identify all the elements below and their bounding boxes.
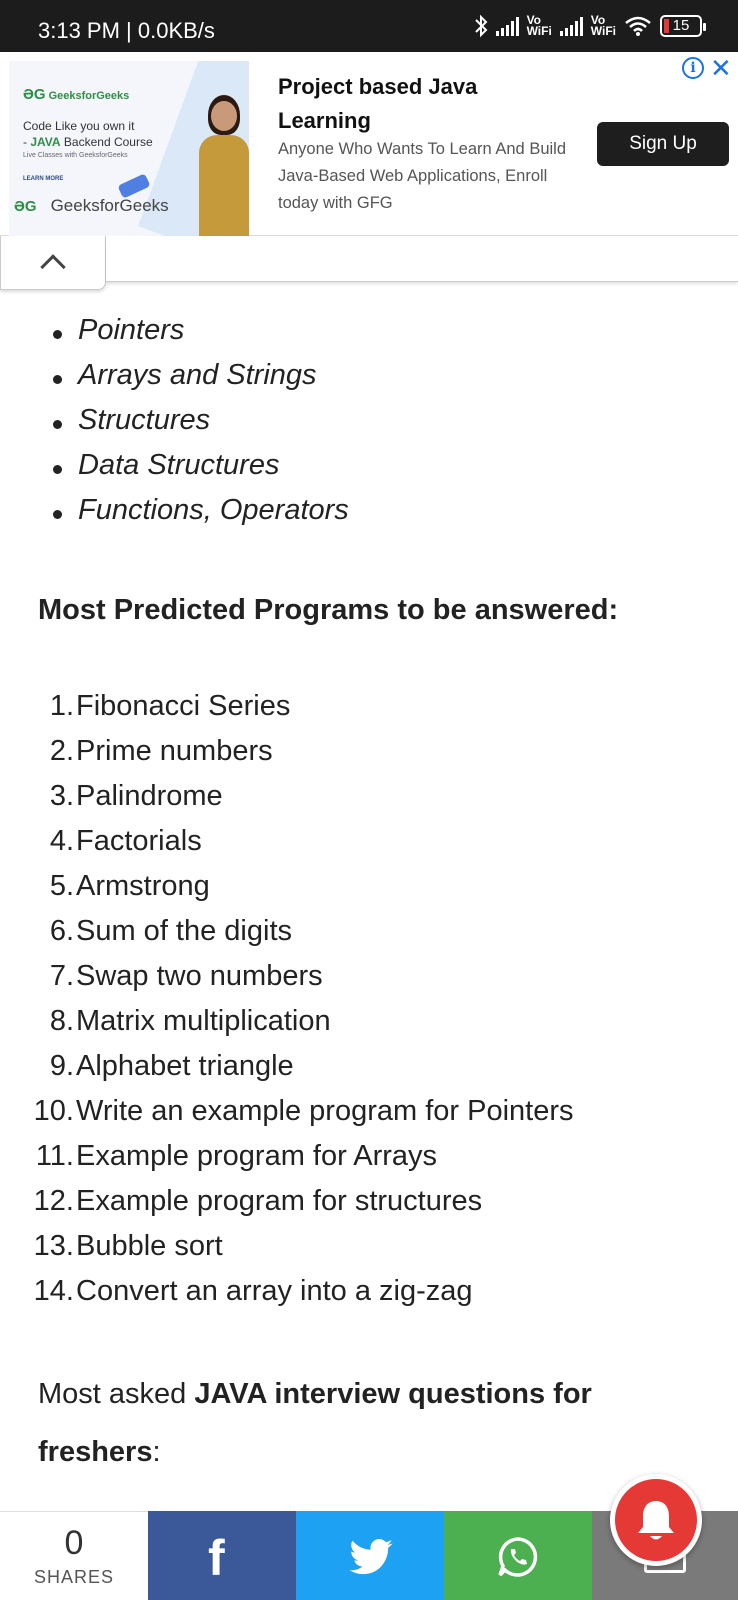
list-item: 1.Fibonacci Series	[49, 690, 291, 722]
list-item: Pointers	[52, 314, 185, 346]
ad-description: Anyone Who Wants To Learn And Build Java…	[278, 140, 567, 212]
list-item: Functions, Operators	[53, 494, 349, 526]
twitter-share-button[interactable]	[296, 1511, 444, 1600]
status-icons: Vo WiFi Vo WiFi 15	[474, 13, 706, 38]
share-count-label: SHARES	[33, 1567, 115, 1587]
list-item: 7.Swap two numbers	[49, 960, 323, 992]
status-time: 3:13 PM | 0.0KB/s	[38, 18, 215, 43]
list-item: 13.Bubble sort	[33, 1230, 223, 1262]
status-bar: 3:13 PM | 0.0KB/s Vo WiFi Vo WiFi 15	[0, 0, 738, 52]
ad-signup-button[interactable]: Sign Up	[597, 122, 729, 166]
signal-icon	[559, 16, 583, 36]
ad-collapse-button[interactable]	[0, 236, 106, 290]
ad-info-icon[interactable]: i	[682, 57, 704, 79]
ad-creative-logo: ƏG GeeksforGeeks	[23, 86, 130, 103]
list-item: 9.Alphabet triangle	[49, 1050, 294, 1082]
whatsapp-share-button[interactable]	[444, 1511, 592, 1600]
ad-creative-image[interactable]: ƏG GeeksforGeeks Code Like you own it - J…	[9, 61, 249, 237]
list-item: 8.Matrix multiplication	[49, 1005, 331, 1037]
ad-creative-line2: - JAVA Backend Course	[23, 135, 153, 149]
gfg-logo-icon: ƏG	[14, 197, 37, 215]
battery-icon: 15	[660, 15, 706, 37]
ad-advertiser: ƏG GeeksforGeeks	[14, 196, 169, 216]
list-item: 2.Prime numbers	[49, 735, 273, 767]
list-item: 5.Armstrong	[49, 870, 210, 902]
bell-icon	[638, 1501, 674, 1540]
ad-close-icon[interactable]: ✕	[710, 53, 732, 83]
list-item: 12.Example program for structures	[33, 1185, 483, 1217]
sim2-label: Vo WiFi	[590, 13, 616, 38]
sim1-label: Vo WiFi	[526, 13, 552, 38]
list-item: Data Structures	[52, 449, 280, 481]
list-item: 4.Factorials	[49, 825, 202, 857]
notification-bell-button[interactable]	[610, 1474, 702, 1566]
ad-person-illustration	[197, 91, 249, 237]
wifi-icon	[625, 16, 651, 36]
list-item: 14.Convert an array into a zig-zag	[33, 1275, 473, 1307]
facebook-share-button[interactable]: f	[148, 1511, 296, 1600]
signal-icon	[495, 16, 519, 36]
ad-creative-line1: Code Like you own it	[23, 119, 135, 133]
list-item: 6.Sum of the digits	[49, 915, 292, 947]
share-bar: 0 SHARES f	[0, 1511, 738, 1600]
list-item: Structures	[52, 404, 211, 436]
whatsapp-icon	[498, 1537, 538, 1577]
section-intro: Most asked JAVA interview questions for	[38, 1378, 592, 1410]
share-count-number: 0	[64, 1524, 84, 1562]
ad-creative-line3: Live Classes with GeeksforGeeks	[23, 152, 128, 159]
ad-collapse-bar	[106, 236, 738, 282]
battery-level: 15	[672, 17, 690, 34]
list-item: 3.Palindrome	[49, 780, 223, 812]
list-item: 10.Write an example program for Pointers	[33, 1095, 574, 1127]
ad-title[interactable]: Project based Java Learning	[278, 74, 478, 133]
facebook-icon: f	[208, 1530, 225, 1586]
twitter-icon	[349, 1539, 393, 1575]
bluetooth-icon	[474, 14, 487, 38]
section-heading: Most Predicted Programs to be answered:	[38, 594, 619, 626]
share-count: 0 SHARES	[0, 1511, 148, 1600]
list-item: Arrays and Strings	[53, 359, 317, 391]
ad-banner[interactable]: ƏG GeeksforGeeks Code Like you own it - J…	[0, 52, 738, 237]
section-intro-continued: freshers:	[38, 1436, 161, 1468]
list-item: 11.Example program for Arrays	[35, 1140, 438, 1172]
ad-advertiser-name: GeeksforGeeks	[50, 196, 169, 215]
chevron-up-icon	[40, 254, 66, 280]
ad-creative-cta: LEARN MORE	[23, 176, 64, 182]
